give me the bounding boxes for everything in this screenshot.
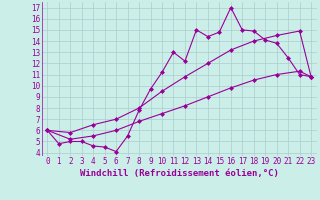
X-axis label: Windchill (Refroidissement éolien,°C): Windchill (Refroidissement éolien,°C)	[80, 169, 279, 178]
